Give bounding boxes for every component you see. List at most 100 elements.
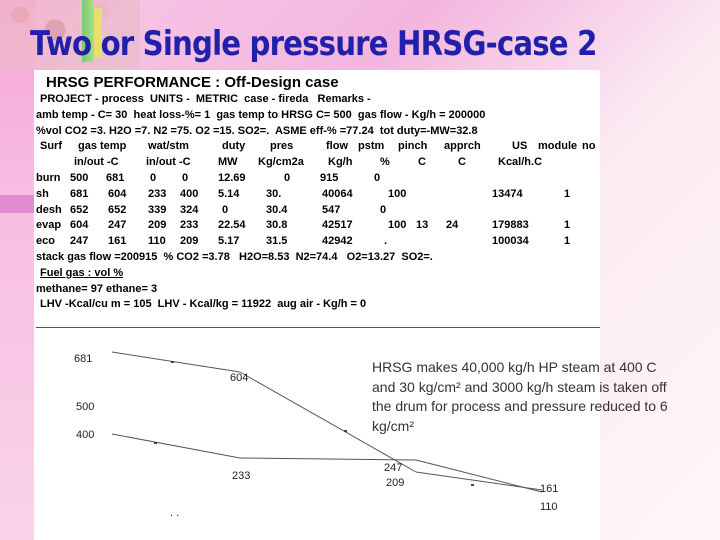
table-row-desh: desh 652 652 339 324 0 30.4 547 0 bbox=[36, 203, 606, 219]
table-header-cell: in/out -C bbox=[74, 156, 119, 169]
table-cell: 209 bbox=[148, 219, 167, 232]
table-cell: 24 bbox=[446, 219, 459, 232]
report-methane-line: methane= 97 ethane= 3 bbox=[36, 282, 158, 295]
table-header-cell: MW bbox=[218, 156, 238, 169]
yellow-accent-bar bbox=[94, 8, 102, 58]
label-681: 681 bbox=[74, 353, 92, 365]
table-cell: 233 bbox=[180, 219, 199, 232]
table-cell: 604 bbox=[108, 187, 127, 200]
table-cell: 0 bbox=[380, 203, 387, 216]
table-header-cell: C bbox=[458, 156, 466, 169]
table-cell: 100 bbox=[388, 187, 407, 200]
left-decoration-strip bbox=[0, 0, 36, 540]
label-110: 110 bbox=[540, 501, 558, 513]
table-cell: 247 bbox=[108, 219, 127, 232]
table-cell: eco bbox=[36, 235, 55, 248]
table-header-cell: pres bbox=[270, 140, 294, 153]
report-project-line: PROJECT - process UNITS - METRIC case - … bbox=[40, 93, 371, 105]
table-cell: 915 bbox=[320, 171, 339, 184]
table-cell: sh bbox=[36, 187, 49, 200]
table-cell: 13474 bbox=[492, 187, 523, 200]
table-header-cell: pstm bbox=[358, 140, 385, 153]
table-cell: 100 bbox=[388, 219, 407, 232]
table-cell: 681 bbox=[106, 171, 125, 184]
table-cell: 12.69 bbox=[218, 171, 246, 184]
table-row-sh: sh 681 604 233 400 5.14 30. 40064 100 13… bbox=[36, 187, 606, 203]
water-point-marker bbox=[471, 484, 474, 486]
table-cell: 0 bbox=[150, 171, 157, 184]
green-accent-bar bbox=[82, 0, 94, 62]
table-header-cell: % bbox=[380, 156, 390, 169]
report-stack-line: stack gas flow =200915 % CO2 =3.78 H2O=8… bbox=[36, 250, 433, 263]
table-cell: 0 bbox=[374, 171, 381, 184]
magenta-accent-bar bbox=[0, 195, 36, 213]
table-cell: 233 bbox=[148, 187, 167, 200]
corner-texture-decoration bbox=[0, 0, 140, 70]
table-header-cell: in/out -C bbox=[146, 156, 191, 169]
table-cell: 100034 bbox=[492, 235, 529, 248]
table-cell: burn bbox=[36, 171, 61, 184]
report-panel bbox=[34, 70, 600, 540]
gas-curve-segment-evap bbox=[239, 371, 417, 473]
table-cell: 40064 bbox=[322, 187, 353, 200]
table-cell: 681 bbox=[70, 187, 89, 200]
water-curve-segment-evap bbox=[239, 457, 417, 461]
label-604: 604 bbox=[230, 372, 248, 384]
dots-label: . . bbox=[170, 507, 179, 519]
table-header-cell: gas temp bbox=[78, 140, 127, 153]
hrsg-description-note: HRSG makes 40,000 kg/h HP steam at 400 C… bbox=[372, 359, 668, 434]
table-cell: 652 bbox=[70, 203, 89, 216]
table-cell: 179883 bbox=[492, 219, 529, 232]
label-161: 161 bbox=[540, 483, 558, 495]
table-header-cell: Surf bbox=[40, 140, 62, 153]
table-cell: 339 bbox=[148, 203, 167, 216]
table-cell: 30.4 bbox=[266, 203, 288, 216]
table-cell: 13 bbox=[416, 219, 429, 232]
table-cell: 247 bbox=[70, 235, 89, 248]
table-cell: 30. bbox=[266, 187, 282, 200]
report-divider bbox=[36, 327, 600, 328]
table-cell: 324 bbox=[180, 203, 199, 216]
temperature-profile-chart: 681 604 500 400 233 247 209 161 110 . . bbox=[74, 351, 558, 519]
table-cell: 547 bbox=[322, 203, 341, 216]
table-header-cell: Kg/h bbox=[328, 156, 353, 169]
table-row-eco: eco 247 161 110 209 5.17 31.5 42942 . 10… bbox=[36, 234, 606, 250]
table-cell: 110 bbox=[148, 235, 166, 248]
table-cell: 161 bbox=[108, 235, 127, 248]
performance-table: Surf gas temp wat/stm duty pres flow pst… bbox=[36, 139, 606, 250]
table-cell: 30.8 bbox=[266, 219, 288, 232]
table-cell: 42942 bbox=[322, 235, 353, 248]
report-fuel-heading: Fuel gas : vol % bbox=[40, 266, 124, 279]
table-cell: 400 bbox=[180, 187, 199, 200]
table-header-cell: module bbox=[538, 140, 578, 153]
table-cell: 1 bbox=[564, 235, 571, 248]
table-header-cell: pinch bbox=[398, 140, 428, 153]
label-400: 400 bbox=[76, 429, 94, 441]
table-header-cell: Kcal/h.C bbox=[498, 156, 543, 169]
table-cell: 209 bbox=[180, 235, 199, 248]
table-header-row-1: Surf gas temp wat/stm duty pres flow pst… bbox=[36, 139, 606, 155]
label-233: 233 bbox=[232, 470, 250, 482]
gas-point-marker bbox=[344, 430, 347, 432]
table-cell: 604 bbox=[70, 219, 89, 232]
table-header-cell: Kg/cm2a bbox=[258, 156, 304, 169]
hrsg-performance-report: HRSG PERFORMANCE : Off-Design case PROJE… bbox=[36, 74, 606, 313]
table-header-row-2: in/out -C in/out -C MW Kg/cm2a Kg/h % C … bbox=[36, 155, 606, 171]
table-header-cell: US bbox=[512, 140, 528, 153]
label-500: 500 bbox=[76, 401, 94, 413]
table-header-cell: C bbox=[418, 156, 426, 169]
water-curve-segment-sh bbox=[111, 433, 241, 459]
table-cell: 5.14 bbox=[218, 187, 240, 200]
table-header-cell: flow bbox=[326, 140, 348, 153]
gas-point-marker bbox=[171, 361, 174, 363]
table-cell: 1 bbox=[564, 187, 571, 200]
table-cell: 1 bbox=[564, 219, 571, 232]
table-header-cell: apprch bbox=[444, 140, 481, 153]
table-header-cell: wat/stm bbox=[148, 140, 189, 153]
water-curve-segment-eco bbox=[415, 459, 543, 493]
table-row-evap: evap 604 247 209 233 22.54 30.8 42517 10… bbox=[36, 218, 606, 234]
table-header-cell: no bbox=[582, 140, 596, 153]
report-ambient-line: amb temp - C= 30 heat loss-%= 1 gas temp… bbox=[36, 108, 486, 121]
table-cell: 652 bbox=[108, 203, 127, 216]
table-cell: 500 bbox=[70, 171, 89, 184]
